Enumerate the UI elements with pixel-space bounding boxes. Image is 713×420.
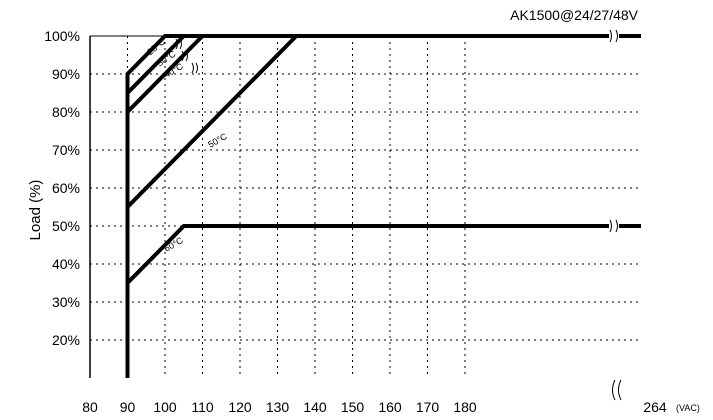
- y-tick-label: 50%: [52, 218, 80, 234]
- series-line: [125, 34, 641, 378]
- x-tick-label: 140: [303, 399, 327, 415]
- x-tick-label: 90: [120, 399, 136, 415]
- label-break-mark: [175, 38, 182, 50]
- x-tick-label: 110: [191, 399, 214, 415]
- axis-break-mark: [609, 219, 619, 233]
- x-tick-label: 170: [416, 399, 440, 415]
- x-tick-label: 130: [266, 399, 290, 415]
- y-tick-label: 70%: [52, 142, 80, 158]
- series-line: [125, 224, 641, 378]
- x-tick-label: 100: [153, 399, 177, 415]
- series-group: [125, 34, 641, 378]
- label-break-mark: [191, 62, 198, 74]
- x-tick-labels: 80 90 100 110 120 130 140 150 160 170 180 264: [82, 399, 667, 415]
- x-tick-label: 120: [228, 399, 252, 415]
- curve-label: 50°C: [206, 131, 229, 150]
- y-tick-label: 30%: [52, 294, 80, 310]
- x-tick-label: 150: [341, 399, 365, 415]
- grid: [90, 36, 641, 378]
- y-tick-label: 80%: [52, 104, 80, 120]
- chart-title: AK1500@24/27/48V: [510, 7, 639, 23]
- axis-break-mark: [609, 29, 619, 43]
- x-unit-label: (VAC): [676, 403, 700, 413]
- x-tick-label: 180: [453, 399, 477, 415]
- y-tick-label: 20%: [52, 332, 80, 348]
- y-tick-label: 40%: [52, 256, 80, 272]
- curve-label: 60°C: [162, 235, 185, 254]
- series-line: [125, 34, 641, 378]
- x-tick-label: 80: [82, 399, 98, 415]
- y-tick-label: 100%: [44, 28, 80, 44]
- label-break-mark: [181, 50, 188, 62]
- x-tick-label: 160: [378, 399, 402, 415]
- axis-break-mark: [612, 379, 622, 401]
- plot-frame: [89, 35, 641, 378]
- y-tick-label: 90%: [52, 66, 80, 82]
- series-line: [125, 34, 641, 378]
- x-tick-label: 264: [643, 399, 667, 415]
- y-tick-labels: 20% 30% 40% 50% 60% 70% 80% 90% 100%: [44, 28, 80, 348]
- y-axis-title: Load (%): [27, 180, 44, 241]
- y-tick-label: 60%: [52, 180, 80, 196]
- series-line: [125, 34, 641, 378]
- axis-breaks: [609, 29, 622, 401]
